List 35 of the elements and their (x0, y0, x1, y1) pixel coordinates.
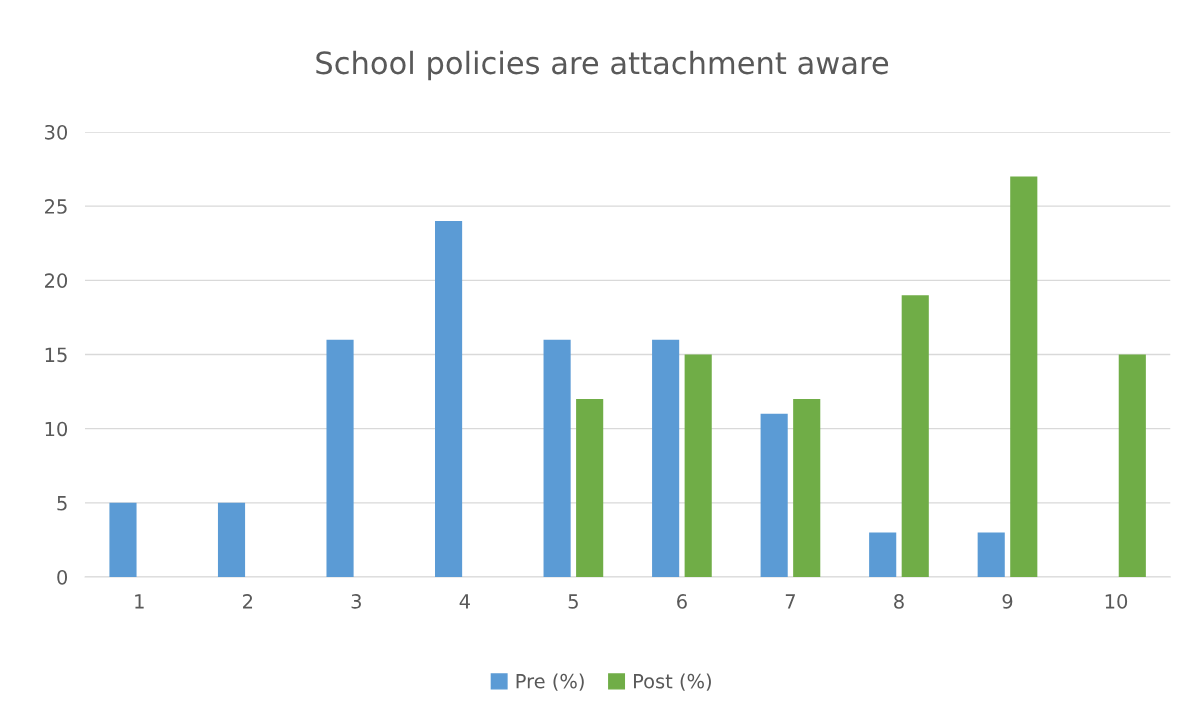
y-tick-label: 5 (57, 496, 67, 511)
legend-label: Pre (%) (516, 673, 584, 691)
legend-label: Post (%) (634, 673, 711, 691)
y-tick-label: 30 (45, 124, 68, 140)
bar (793, 399, 821, 578)
bar (652, 339, 680, 578)
x-tick-label: 5 (568, 594, 578, 609)
y-tick-label: 25 (45, 199, 67, 214)
bar (326, 339, 354, 578)
y-tick-label: 10 (45, 421, 68, 437)
x-tick-label: 6 (677, 594, 687, 609)
bar (576, 399, 604, 578)
bar (901, 295, 929, 578)
x-tick-label: 4 (459, 594, 470, 609)
bar (435, 220, 463, 578)
y-tick-label: 15 (45, 347, 67, 363)
bar (109, 502, 137, 578)
x-tick-label: 2 (243, 594, 253, 609)
y-tick-label: 20 (45, 273, 68, 288)
bar (760, 413, 788, 578)
bar (217, 502, 246, 578)
chart-title: School policies are attachment aware (316, 50, 889, 81)
x-tick-label: 7 (785, 594, 795, 609)
bar (543, 339, 571, 578)
y-tick-label: 0 (57, 569, 68, 585)
x-tick-label: 3 (351, 594, 361, 609)
x-tick-label: 1 (135, 594, 144, 609)
x-tick-label: 9 (1002, 594, 1013, 609)
x-tick-label: 8 (894, 594, 904, 609)
bar (1010, 176, 1038, 578)
bar (869, 532, 897, 578)
x-tick-label: 10 (1105, 594, 1128, 609)
bar (684, 354, 712, 578)
bar (1118, 354, 1146, 578)
bar (977, 532, 1005, 578)
